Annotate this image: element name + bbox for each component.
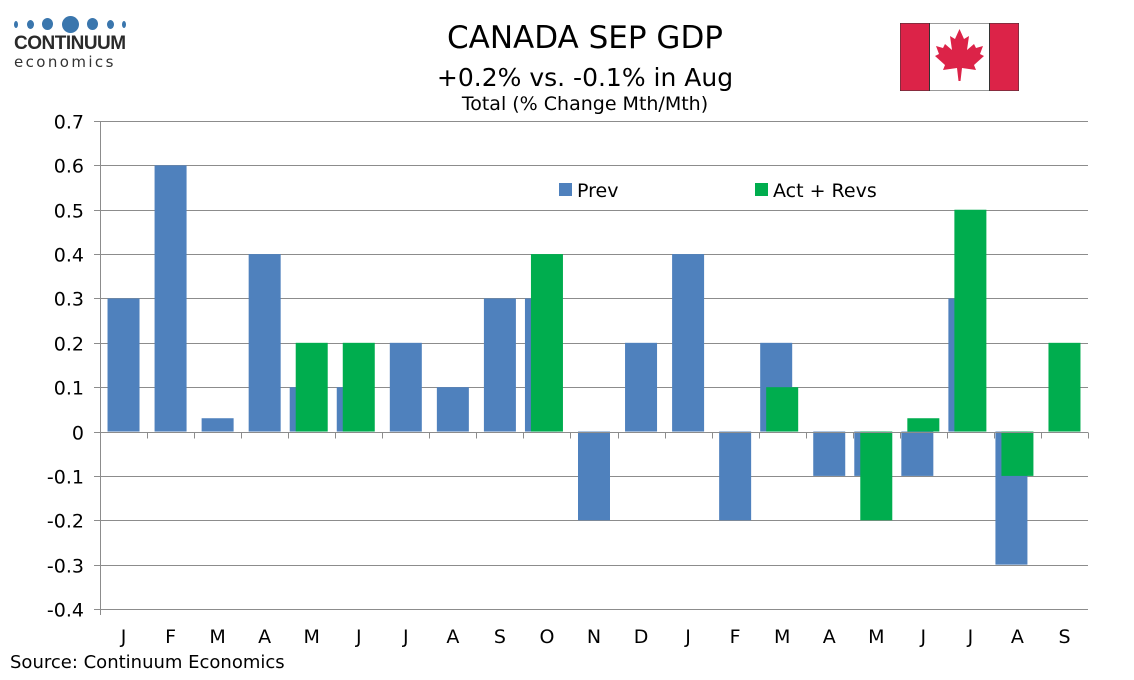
y-tick-label: 0	[72, 423, 84, 445]
bar-prev	[154, 165, 187, 432]
source-note: Source: Continuum Economics	[10, 652, 285, 673]
y-tick-label: 0.7	[54, 112, 84, 134]
x-tick-label: O	[539, 626, 554, 648]
legend-label: Act + Revs	[773, 180, 877, 202]
bar-prev	[107, 298, 140, 432]
logo-wordmark: CONTINUUM	[14, 33, 126, 54]
y-tick-label: 0.6	[54, 156, 84, 178]
bar-act-revs	[1048, 342, 1081, 432]
bars	[107, 165, 1081, 565]
x-tick-label: M	[209, 626, 225, 648]
bar-act-revs	[530, 254, 563, 432]
bar-prev	[578, 431, 610, 521]
legend-swatch	[755, 183, 768, 196]
y-tick-label: -0.3	[47, 556, 84, 578]
logo-subtitle: economics	[14, 53, 116, 71]
y-tick-label: 0.1	[54, 378, 84, 400]
legend-swatch	[559, 183, 572, 196]
y-tick-label: 0.5	[54, 201, 84, 223]
bar-act-revs	[342, 342, 375, 432]
bar-prev	[901, 431, 934, 476]
x-tick-label: S	[1058, 626, 1070, 648]
bar-prev	[813, 431, 846, 476]
y-tick-label: -0.1	[47, 467, 84, 489]
canada-flag-icon	[900, 23, 1019, 91]
y-axis-title: Total (% Change Mth/Mth)	[461, 93, 709, 115]
bar-prev	[719, 431, 752, 521]
axes	[94, 121, 1089, 615]
continuum-logo: CONTINUUM economics	[14, 14, 134, 70]
x-tick-label: A	[446, 626, 459, 648]
x-tick-label: M	[868, 626, 884, 648]
x-tick-label: A	[1011, 626, 1024, 648]
x-tick-label: J	[920, 626, 927, 648]
x-tick-label: J	[355, 626, 362, 648]
x-tick-label: N	[587, 626, 601, 648]
bar-act-revs	[295, 342, 328, 432]
bar-prev	[436, 387, 469, 432]
tick-labels: 0.7 0.6 0.5 0.4 0.3 0.2 0.1 0 -0.1 -0.2 -0.3 -0.4 J F…	[47, 112, 1071, 649]
bar-act-revs	[954, 209, 987, 432]
chart-subtitle: +0.2% vs. -0.1% in Aug	[436, 63, 734, 92]
legend: Prev Act + Revs	[559, 180, 877, 202]
bar-act-revs	[766, 387, 799, 432]
x-tick-label: M	[304, 626, 320, 648]
x-tick-label: M	[774, 626, 790, 648]
x-tick-label: F	[730, 626, 741, 648]
bar-prev	[248, 254, 281, 432]
x-tick-label: J	[120, 626, 127, 648]
bar-act-revs	[860, 431, 893, 521]
x-tick-label: F	[165, 626, 176, 648]
bar-prev	[201, 418, 234, 432]
bar-prev	[625, 342, 658, 432]
x-tick-label: D	[634, 626, 649, 648]
y-tick-label: -0.2	[47, 511, 84, 533]
gridlines	[100, 121, 1088, 610]
y-tick-label: 0.2	[54, 334, 84, 356]
chart-title: CANADA SEP GDP	[446, 20, 724, 56]
bar-act-revs	[1001, 431, 1034, 476]
legend-label: Prev	[577, 180, 618, 202]
bar-act-revs	[907, 418, 940, 432]
x-tick-label: A	[823, 626, 836, 648]
x-tick-label: J	[967, 626, 974, 648]
logo-dots-icon	[14, 14, 126, 34]
bar-prev	[389, 342, 422, 432]
bar-prev	[483, 298, 516, 432]
x-tick-label: A	[258, 626, 271, 648]
legend-item: Prev	[559, 180, 618, 202]
y-tick-label: -0.4	[47, 600, 84, 622]
legend-item: Act + Revs	[755, 180, 877, 202]
y-tick-label: 0.4	[54, 245, 84, 267]
y-tick-label: 0.3	[54, 289, 84, 311]
x-tick-label: S	[494, 626, 506, 648]
maple-leaf-icon	[935, 29, 984, 81]
x-tick-label: J	[684, 626, 691, 648]
bar-prev	[672, 254, 705, 432]
x-tick-label: J	[402, 626, 409, 648]
